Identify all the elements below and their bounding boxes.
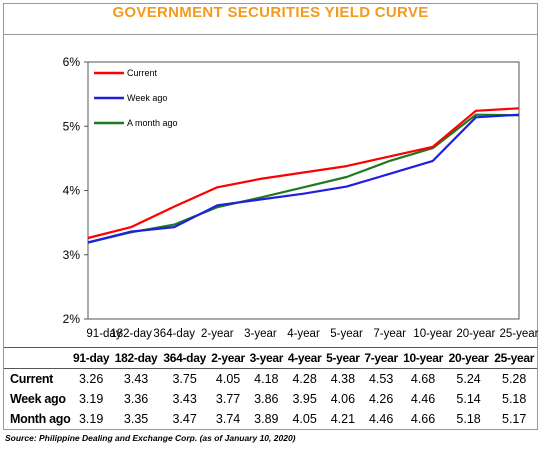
- table-cell: 5.17: [502, 412, 527, 426]
- table-header-cell: 20-year: [445, 347, 492, 369]
- x-tick-label: 4-year: [287, 328, 320, 340]
- table-corner: [4, 347, 71, 369]
- table-cell: 4.28: [292, 372, 317, 386]
- plot-area: [87, 61, 520, 320]
- table-cell: 5.18: [456, 412, 481, 426]
- legend-label: Week ago: [127, 93, 167, 103]
- row-label: Current: [10, 372, 54, 386]
- table-cell: 5.18: [502, 392, 527, 406]
- y-tick-label: 6%: [63, 55, 81, 69]
- y-tick-label: 4%: [63, 184, 81, 198]
- table-header-cell: 364-day: [160, 347, 209, 369]
- table-cell: 3.77: [215, 392, 241, 406]
- table-cell: 3.43: [172, 392, 197, 406]
- table-cell: 4.38: [330, 372, 356, 386]
- table-cell: 3.95: [292, 392, 317, 406]
- y-axis: 6% 5% 4% 3% 2%: [63, 55, 88, 326]
- table-row: Current 3.26 3.43 3.75 4.05 4.18 4.28 4.38 4.53 4…: [4, 369, 537, 390]
- title-divider: [3, 34, 538, 35]
- table-cell: 5.24: [456, 372, 481, 386]
- table-cell: 4.06: [330, 392, 356, 406]
- x-tick-label: 7-year: [373, 328, 406, 340]
- table-header-cell: 5-year: [323, 347, 363, 369]
- table-header-cell: 182-day: [111, 347, 161, 369]
- table-cell: 4.21: [330, 412, 356, 426]
- yield-table: 91-day 182-day 364-day 2-year 3-year 4-year 5-…: [4, 347, 537, 429]
- table-row: Week ago 3.19 3.36 3.43 3.77 3.86 3.95 4.06 4.26…: [4, 389, 537, 409]
- legend-label: Current: [127, 68, 158, 78]
- legend: Current Week ago A month ago: [94, 68, 178, 128]
- figure-frame: [3, 3, 538, 430]
- table-cell: 3.26: [78, 372, 104, 386]
- table-cell: 3.43: [123, 372, 149, 386]
- table-cell: 3.19: [78, 392, 104, 406]
- table-cell: 3.74: [215, 412, 241, 426]
- y-tick-label: 5%: [63, 119, 81, 133]
- table-header-cell: 25-year: [491, 347, 537, 369]
- x-tick-label: 25-year: [500, 328, 539, 340]
- table-cell: 3.47: [172, 412, 197, 426]
- x-tick-label: 20-year: [456, 328, 495, 340]
- y-tick-label: 2%: [63, 312, 81, 326]
- table-header-row: 91-day 182-day 364-day 2-year 3-year 4-year 5-…: [4, 347, 537, 369]
- series-line-current: [87, 107, 520, 240]
- x-tick-label: 10-year: [413, 328, 452, 340]
- table-header-cell: 7-year: [362, 347, 401, 369]
- table-cell: 3.19: [78, 412, 104, 426]
- table-cell: 3.35: [123, 412, 149, 426]
- table-header-cell: 4-year: [285, 347, 324, 369]
- legend-label: A month ago: [127, 118, 178, 128]
- x-tick-label: 182-day: [110, 328, 152, 340]
- table-cell: 4.46: [368, 412, 394, 426]
- table-header-cell: 10-year: [400, 347, 446, 369]
- chart-title: GOVERNMENT SECURITIES YIELD CURVE: [112, 4, 429, 21]
- table-cell: 4.53: [368, 372, 394, 386]
- table-cell: 3.75: [172, 372, 197, 386]
- table-cell: 4.18: [254, 372, 279, 386]
- table-cell: 4.26: [368, 392, 394, 406]
- table-cell: 5.28: [502, 372, 527, 386]
- table-cell: 4.68: [410, 372, 436, 386]
- x-tick-label: 3-year: [244, 328, 277, 340]
- x-tick-label: 5-year: [330, 328, 363, 340]
- y-tick-label: 3%: [63, 248, 81, 262]
- table-cell: 4.05: [215, 372, 241, 386]
- x-tick-label: 91-day: [86, 328, 121, 340]
- row-label: Week ago: [10, 392, 66, 406]
- table-cell: 3.89: [254, 412, 279, 426]
- table-cell: 5.14: [456, 392, 481, 406]
- table-body: Current 3.26 3.43 3.75 4.05 4.18 4.28 4.38 4.53 4…: [4, 369, 537, 430]
- table-cell: 4.66: [410, 412, 436, 426]
- table-cell: 4.05: [292, 412, 317, 426]
- row-label: Month ago: [10, 412, 71, 426]
- table-header-cell: 2-year: [208, 347, 248, 369]
- table-header-cell: 91-day: [70, 347, 112, 369]
- source-note: Source: Philippine Dealing and Exchange …: [5, 433, 296, 443]
- table-row: Month ago 3.19 3.35 3.47 3.74 3.89 4.05 4.21 4.4…: [4, 409, 537, 429]
- series-lines: [87, 107, 520, 244]
- series-line-month-ago: [87, 113, 520, 244]
- table-cell: 3.86: [254, 392, 279, 406]
- x-tick-label: 364-day: [153, 328, 195, 340]
- table-cell: 3.36: [123, 392, 149, 406]
- x-tick-label: 2-year: [201, 328, 234, 340]
- table-cell: 4.46: [410, 392, 436, 406]
- series-line-week-ago: [87, 113, 520, 244]
- table-header-cell: 3-year: [247, 347, 286, 369]
